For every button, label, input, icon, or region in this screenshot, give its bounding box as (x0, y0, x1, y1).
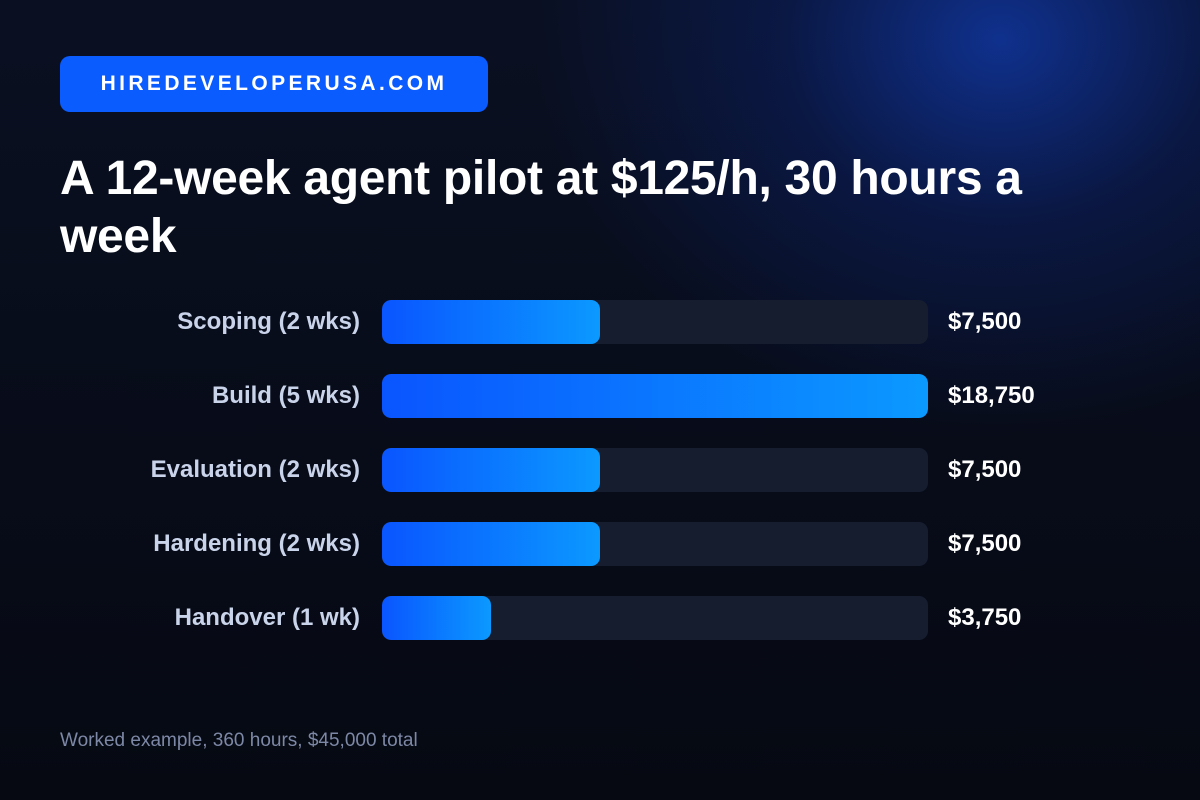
bar-value-label: $3,750 (948, 604, 1022, 631)
bar-label: Handover (1 wk) (174, 604, 360, 631)
brand-badge: HIREDEVELOPERUSA.COM (60, 56, 488, 112)
bar-value-label: $7,500 (948, 456, 1022, 483)
page-title: A 12-week agent pilot at $125/h, 30 hour… (60, 152, 1022, 263)
bar-row: Handover (1 wk) $3,750 (0, 596, 1200, 640)
bar-track (382, 374, 928, 418)
bar (382, 522, 600, 566)
bar-track (382, 300, 928, 344)
bar-label: Hardening (2 wks) (153, 530, 360, 557)
bar-track (382, 522, 928, 566)
bar-value-label: $18,750 (948, 382, 1035, 409)
brand-label: HIREDEVELOPERUSA.COM (100, 72, 448, 95)
bar-value-label: $7,500 (948, 308, 1022, 335)
bar-label: Evaluation (2 wks) (150, 456, 360, 483)
bar-value-label: $7,500 (948, 530, 1022, 557)
bar-track (382, 596, 928, 640)
bar (382, 374, 928, 418)
bar (382, 596, 491, 640)
bar-label: Scoping (2 wks) (177, 308, 360, 335)
bar-row: Evaluation (2 wks) $7,500 (0, 448, 1200, 492)
bar-row: Hardening (2 wks) $7,500 (0, 522, 1200, 566)
footnote: Worked example, 360 hours, $45,000 total (60, 730, 418, 751)
bar-row: Build (5 wks) $18,750 (0, 374, 1200, 418)
bar-label: Build (5 wks) (211, 382, 360, 409)
bar-track (382, 448, 928, 492)
bar (382, 300, 600, 344)
bar-row: Scoping (2 wks) $7,500 (0, 300, 1200, 344)
bar (382, 448, 600, 492)
